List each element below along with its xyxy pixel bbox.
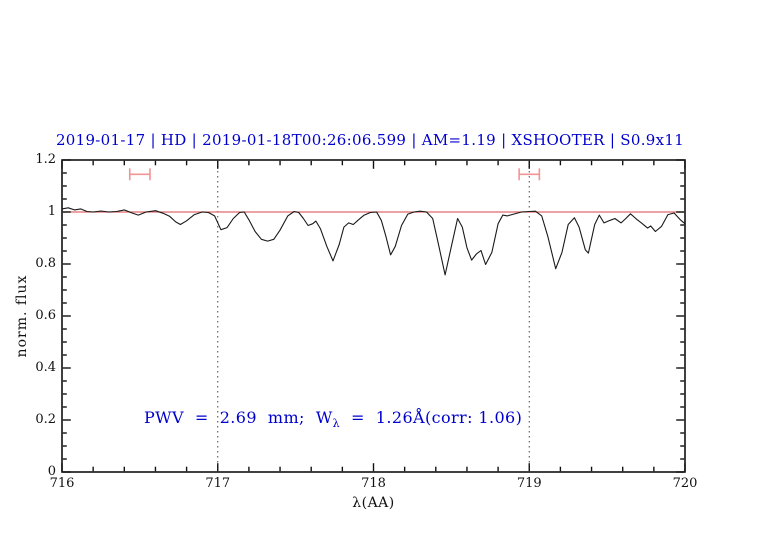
- pwv-annotation-post: = 1.26Å(corr: 1.06): [340, 408, 523, 427]
- y-tick-label: 0.2: [35, 412, 56, 427]
- x-tick-label: 720: [672, 476, 698, 491]
- axes-box: [61, 159, 686, 473]
- y-tick-label: 0.8: [35, 256, 56, 271]
- pwv-annotation-sub: λ: [332, 417, 341, 430]
- y-tick-label: 0.4: [35, 360, 56, 375]
- y-tick-label: 0: [47, 464, 56, 479]
- x-tick-label: 717: [205, 476, 231, 491]
- y-tick-label: 1.2: [35, 152, 56, 167]
- pwv-annotation: PWV = 2.69 mm; Wλ = 1.26Å(corr: 1.06): [144, 408, 522, 430]
- x-axis-label: λ(AA): [352, 495, 395, 511]
- x-tick-label: 716: [49, 476, 75, 491]
- x-tick-label: 718: [361, 476, 386, 491]
- spectrum-line: [61, 207, 686, 276]
- x-tick-label: 719: [516, 476, 542, 491]
- y-tick-label: 0.6: [35, 308, 56, 323]
- y-tick-label: 1: [47, 204, 56, 219]
- figure-title: 2019-01-17 | HD | 2019-01-18T00:26:06.59…: [55, 131, 685, 149]
- pwv-annotation-pre: PWV = 2.69 mm; W: [144, 408, 333, 427]
